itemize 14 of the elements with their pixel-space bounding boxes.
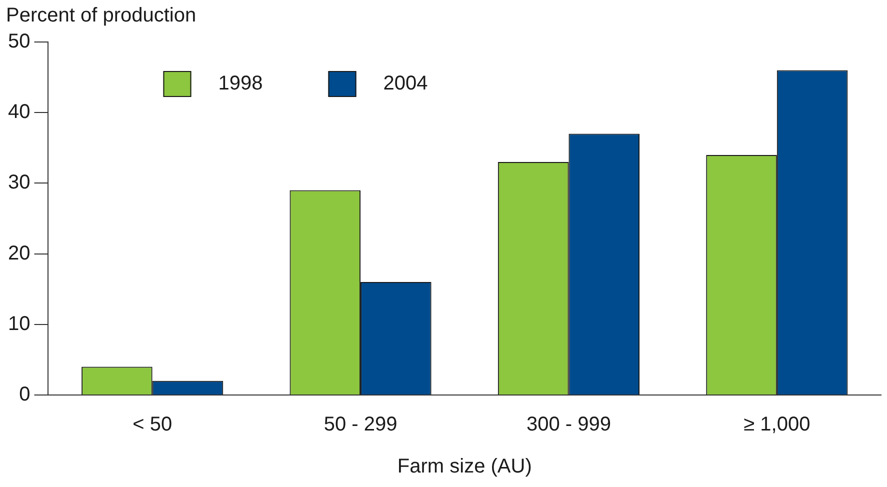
- y-axis-title: Percent of production: [6, 4, 196, 27]
- y-tick-label: 10: [8, 312, 30, 335]
- x-tick-label: 50 - 299: [324, 414, 398, 436]
- y-tick-label: 0: [19, 384, 30, 406]
- x-tick-label: ≥ 1,000: [744, 414, 810, 436]
- y-tick-label: 40: [8, 101, 30, 124]
- legend-label: 2004: [383, 72, 428, 95]
- y-tick-label: 20: [8, 242, 30, 264]
- y-tick-label: 50: [8, 30, 30, 53]
- x-tick-label: < 50: [132, 414, 172, 436]
- legend-label: 1998: [218, 72, 263, 95]
- x-axis-title: Farm size (AU): [397, 456, 532, 478]
- y-tick-label: 30: [8, 172, 30, 194]
- x-tick-label: 300 - 999: [526, 414, 611, 436]
